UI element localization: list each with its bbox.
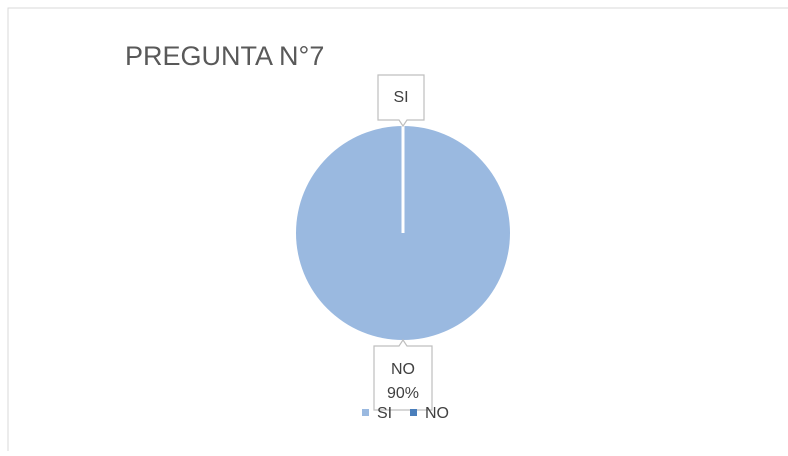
legend-label: NO xyxy=(425,405,449,422)
legend-marker xyxy=(410,409,417,416)
data-label: SI xyxy=(393,89,408,106)
legend-label: SI xyxy=(377,405,392,422)
legend-marker xyxy=(362,409,369,416)
chart-title: PREGUNTA N°7 xyxy=(125,41,324,71)
data-label: NO xyxy=(391,361,415,378)
data-label-box xyxy=(377,74,425,128)
data-label: 90% xyxy=(387,385,419,402)
data-label-box xyxy=(373,338,433,411)
chart-border xyxy=(7,7,788,451)
